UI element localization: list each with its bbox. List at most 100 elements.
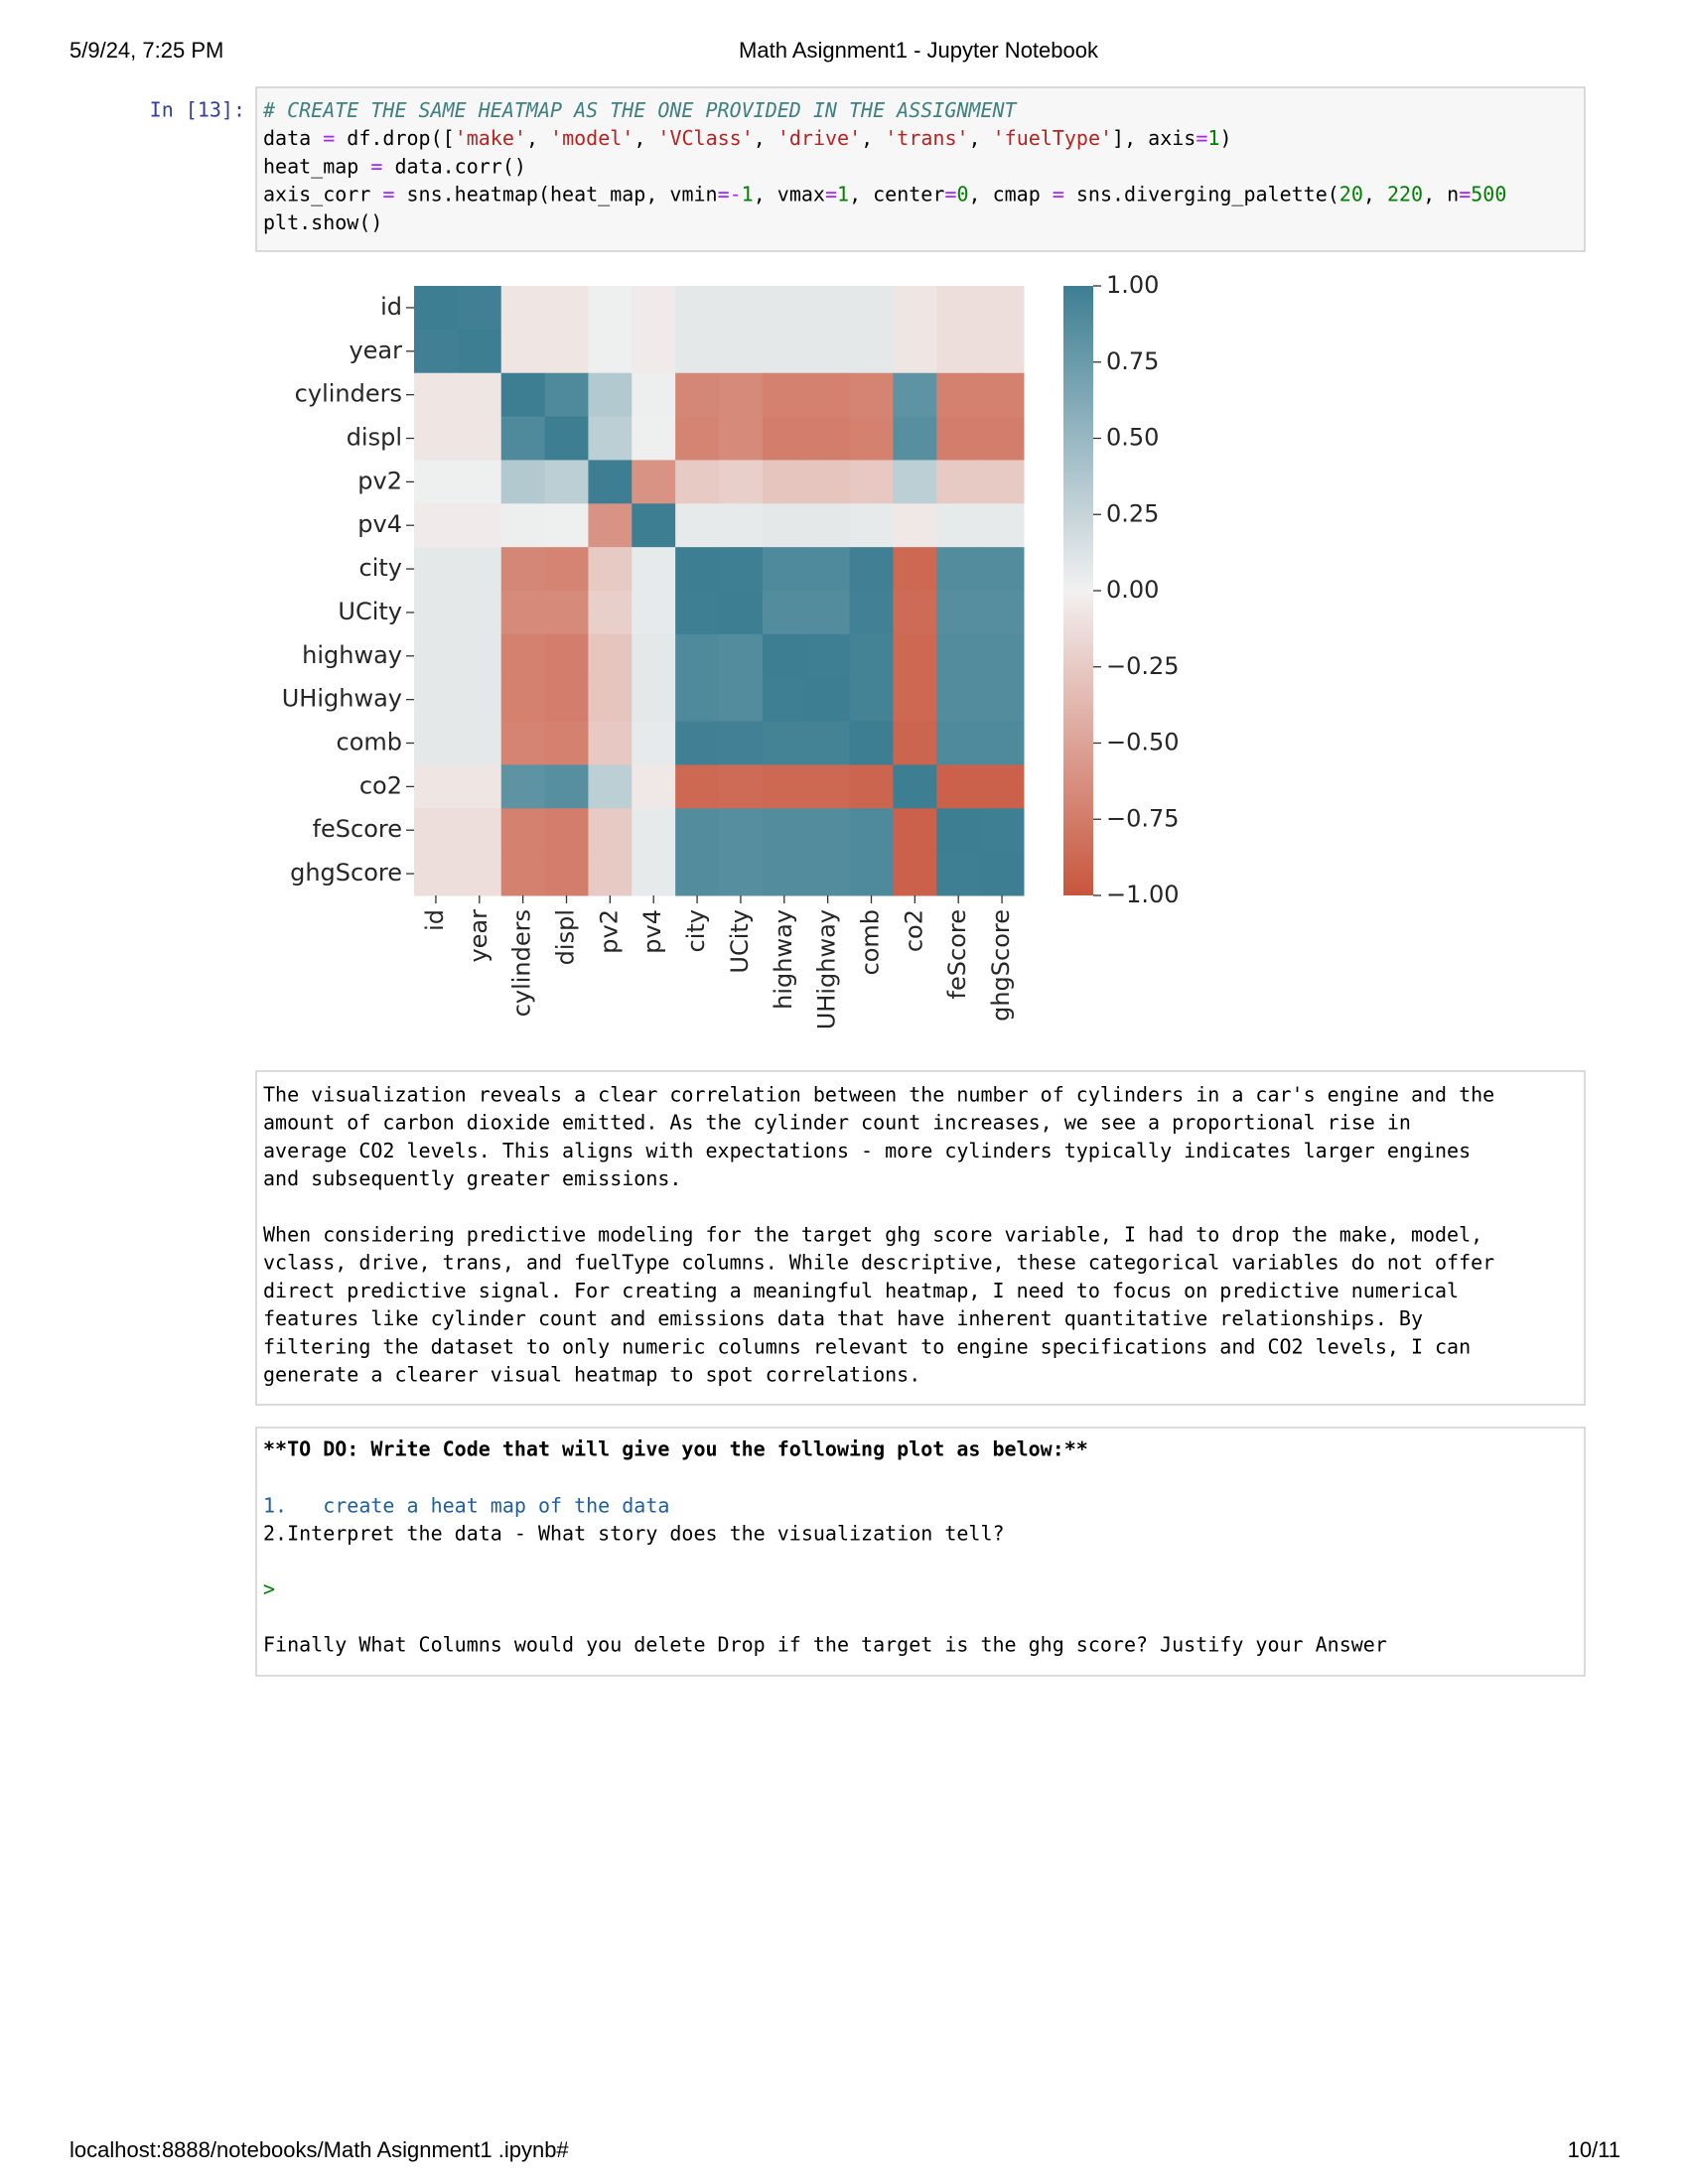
heatmap-cell: [500, 547, 546, 592]
heatmap-cell: [805, 547, 851, 592]
code-token: 'make': [455, 126, 526, 150]
markdown-cell[interactable]: [255, 1070, 1586, 1406]
heatmap-cell: [719, 852, 764, 896]
heatmap-cell: [675, 460, 720, 504]
colorbar: [1063, 286, 1093, 895]
x-tick-label: co2: [900, 909, 927, 952]
heatmap-cell: [500, 677, 546, 723]
heatmap-cell: [719, 416, 764, 461]
heatmap-cell: [980, 460, 1025, 504]
heatmap-cell: [936, 460, 981, 504]
paragraph-line: The visualization reveals a clear correl…: [263, 1083, 1494, 1107]
heatmap-cell: [893, 460, 937, 504]
heatmap-cell: [675, 633, 720, 679]
heatmap-cell: [675, 591, 720, 635]
heatmap-cell: [500, 852, 546, 896]
heatmap-cell: [500, 633, 546, 679]
heatmap-cell: [805, 372, 851, 418]
code-token: 500: [1471, 182, 1506, 205]
y-tick-label: displ: [347, 424, 402, 452]
heatmap-cell: [675, 329, 720, 374]
heatmap-cell: [936, 808, 981, 853]
code-token: df.drop([: [335, 126, 454, 150]
heatmap-cell: [675, 764, 720, 809]
heatmap-cell: [457, 764, 502, 809]
heatmap-cell: [936, 372, 981, 418]
print-title: Math Asignment1 - Jupyter Notebook: [739, 38, 1099, 63]
paragraph-line: vclass, drive, trans, and fuelType colum…: [263, 1251, 1494, 1275]
code-token: 'trans': [885, 126, 968, 150]
heatmap-cell: [588, 286, 633, 331]
todo-question: Finally What Columns would you delete Dr…: [263, 1633, 1387, 1657]
heatmap-cell: [893, 633, 937, 679]
code-lines: # CREATE THE SAME HEATMAP AS THE ONE PRO…: [262, 98, 1506, 234]
y-tick-label: UCity: [338, 598, 402, 625]
heatmap-cell: [632, 547, 676, 592]
heatmap-cell: [414, 286, 459, 331]
code-token: data: [263, 126, 323, 150]
code-token: axis_corr: [263, 182, 382, 205]
heatmap-cell: [632, 460, 676, 504]
code-token: ,: [633, 126, 657, 150]
paragraph-line: features like cylinder count and emissio…: [263, 1306, 1423, 1330]
paragraph-line: amount of carbon dioxide emitted. As the…: [263, 1111, 1411, 1135]
y-tick-label: year: [349, 337, 402, 364]
heatmap-cell: [719, 721, 764, 765]
page-number: 10/11: [1568, 2137, 1620, 2162]
heatmap-cell: [457, 721, 502, 765]
code-token: sns.diverging_palette(: [1064, 182, 1339, 205]
code-token: # CREATE THE SAME HEATMAP AS THE ONE PRO…: [262, 98, 1019, 122]
heatmap-cell: [414, 591, 459, 635]
heatmap-cell: [588, 764, 633, 809]
code-token: =: [825, 182, 837, 205]
heatmap-cell: [980, 808, 1025, 853]
heatmap-cell: [632, 503, 676, 548]
todo-item: 1. create a heat map of the data: [263, 1494, 669, 1518]
code-token: plt.show(): [263, 209, 382, 233]
heatmap-cell: [588, 329, 633, 374]
code-line: # CREATE THE SAME HEATMAP AS THE ONE PRO…: [262, 98, 1019, 122]
heatmap-cell: [893, 721, 937, 765]
x-tick-label: cylinders: [508, 909, 536, 1017]
heatmap-cell: [719, 764, 764, 809]
code-token: , vmax: [754, 182, 825, 205]
heatmap-cell: [893, 416, 937, 461]
heatmap-cell: [936, 286, 981, 331]
code-token: 220: [1387, 182, 1423, 205]
heatmap-cell: [893, 677, 937, 723]
heatmap-cell: [980, 329, 1025, 374]
heatmap-cell: [936, 547, 981, 592]
x-tick-label: displ: [552, 909, 580, 965]
heatmap-cell: [762, 591, 807, 635]
heatmap-cell: [632, 372, 676, 418]
heatmap-cell: [544, 329, 589, 374]
heatmap-cell: [588, 547, 633, 592]
heatmap-cell: [805, 677, 851, 723]
x-tick-label: pv4: [638, 909, 666, 954]
heatmap-cell: [500, 416, 546, 461]
heatmap-cell: [414, 372, 459, 418]
heatmap-cell: [457, 416, 502, 461]
heatmap-cell: [588, 721, 633, 765]
heatmap-cell: [588, 460, 633, 504]
heatmap-cell: [980, 416, 1025, 461]
heatmap-cell: [500, 460, 546, 504]
heatmap-cell: [719, 286, 764, 331]
code-token: =: [944, 182, 956, 205]
code-token: 1: [742, 182, 754, 205]
code-line: data = df.drop(['make', 'model', 'VClass…: [263, 126, 1231, 150]
heatmap-cell: [500, 764, 546, 809]
code-token: ,: [526, 126, 550, 150]
heatmap-cell: [675, 808, 720, 853]
markdown-cell[interactable]: [255, 1427, 1586, 1677]
code-cell[interactable]: [255, 86, 1586, 252]
colorbar-tick-label: −0.50: [1106, 729, 1180, 756]
heatmap-cell: [893, 503, 937, 548]
heatmap-cell: [544, 764, 589, 809]
heatmap-cell: [980, 633, 1025, 679]
heatmap-cell: [893, 852, 937, 896]
x-tick-label: UCity: [726, 909, 754, 974]
heatmap-cell: [457, 329, 502, 374]
heatmap-cell: [980, 852, 1025, 896]
heatmap-cell: [893, 591, 937, 635]
